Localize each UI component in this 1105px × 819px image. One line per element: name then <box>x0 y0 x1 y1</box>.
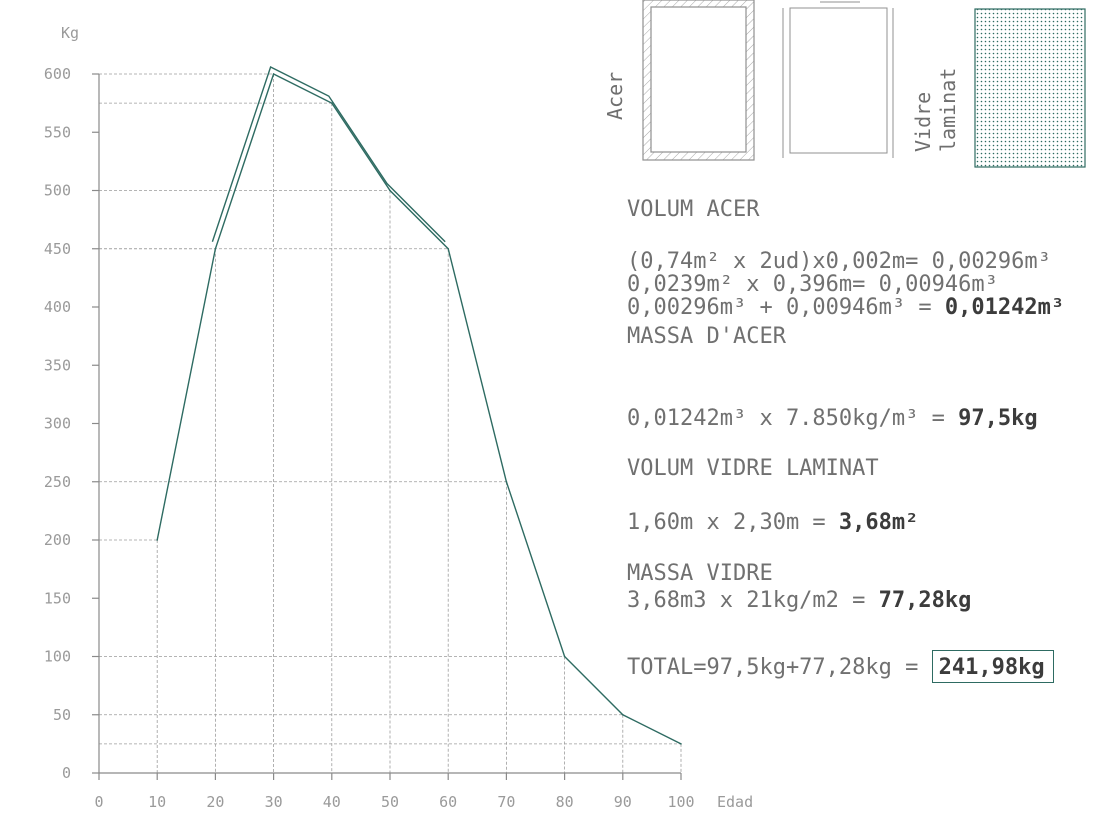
data-point <box>389 189 391 192</box>
volum-acer-line1: (0,74m² x 2ud)x0,002m= 0,00296m³ <box>627 249 1051 274</box>
data-point <box>622 713 624 716</box>
data-point <box>680 743 682 745</box>
volum-vidre-line: 1,60m x 2,30m = 3,68m² <box>627 510 919 535</box>
massa-vidre-line: 3,68m3 x 21kg/m2 = 77,28kg <box>627 588 972 613</box>
x-tick-label: 20 <box>206 793 224 811</box>
glass-label-line1: Vidre <box>911 91 935 152</box>
volum-vidre-prefix: 1,60m x 2,30m = <box>627 510 839 535</box>
grid-lines <box>99 73 682 773</box>
total-result-box: 241,98kg <box>931 650 1054 683</box>
x-tick-label: 80 <box>556 793 574 811</box>
series-layer <box>156 66 682 745</box>
data-point <box>447 247 450 250</box>
massa-acer-line: 0,01242m³ x 7.850kg/m³ = 97,5kg <box>627 406 1038 431</box>
y-axis-label: Kg <box>61 24 79 42</box>
y-tick-label: 400 <box>44 298 71 316</box>
volum-acer-line2: 0,0239m² x 0,396m= 0,00946m³ <box>627 272 998 297</box>
data-point <box>156 539 158 541</box>
volum-vidre-result: 3,68m² <box>838 510 919 535</box>
total-line: TOTAL=97,5kg+77,28kg = 241,98kg <box>627 650 1054 683</box>
series-offset-line <box>211 66 446 243</box>
x-tick-label: 0 <box>94 793 103 811</box>
x-tick-label: 100 <box>667 793 694 811</box>
volum-acer-result: 0,01242m³ <box>944 295 1065 320</box>
steel-label: Acer <box>603 71 627 120</box>
massa-acer-title: MASSA D'ACER <box>627 324 786 349</box>
x-tick-label: 70 <box>497 793 515 811</box>
x-tick-label: 40 <box>323 793 341 811</box>
y-tick-label: 550 <box>44 123 71 141</box>
massa-vidre-title: MASSA VIDRE <box>627 561 773 586</box>
cross-section-diagram <box>642 0 1086 168</box>
volum-acer-title: VOLUM ACER <box>627 197 760 222</box>
y-tick-label: 500 <box>44 182 71 200</box>
x-tick-label: 50 <box>381 793 399 811</box>
y-tick-label: 50 <box>53 706 71 724</box>
data-point <box>214 247 217 250</box>
massa-acer-prefix: 0,01242m³ x 7.850kg/m³ = <box>627 406 959 431</box>
glass-pane-section <box>789 7 888 154</box>
y-tick-label: 450 <box>44 240 71 258</box>
massa-acer-result: 97,5kg <box>958 406 1038 431</box>
laminated-glass-section <box>974 8 1086 168</box>
volum-acer-line3-prefix: 0,00296m³ + 0,00946m³ = <box>627 295 945 320</box>
data-point <box>331 102 333 104</box>
total-prefix: TOTAL=97,5kg+77,28kg = <box>627 655 932 680</box>
y-tick-label: 250 <box>44 473 71 491</box>
y-tick-label: 200 <box>44 531 71 549</box>
x-tick-label: 30 <box>265 793 283 811</box>
y-tick-label: 150 <box>44 589 71 607</box>
y-tick-label: 0 <box>62 764 71 782</box>
axes: 0 50 100 150 200 250 300 350 400 450 500 550 600 0 10 2… <box>44 24 753 811</box>
massa-vidre-prefix: 3,68m3 x 21kg/m2 = <box>627 588 879 613</box>
x-tick-label: 90 <box>614 793 632 811</box>
series-line <box>156 73 682 745</box>
volum-vidre-title: VOLUM VIDRE LAMINAT <box>627 456 879 481</box>
x-tick-label: 60 <box>439 793 457 811</box>
y-tick-label: 300 <box>44 415 71 433</box>
steel-frame-hollow <box>650 6 747 153</box>
data-point <box>563 655 566 658</box>
x-axis-label: Edad <box>717 793 753 811</box>
y-tick-label: 350 <box>44 356 71 374</box>
data-point <box>505 480 508 483</box>
x-tick-label: 10 <box>148 793 166 811</box>
glass-label-line2: laminat <box>936 67 960 152</box>
y-tick-label: 600 <box>44 65 71 83</box>
y-tick-label: 100 <box>44 648 71 666</box>
data-point <box>272 73 275 75</box>
massa-vidre-result: 77,28kg <box>878 588 972 613</box>
volum-acer-line3: 0,00296m³ + 0,00946m³ = 0,01242m³ <box>627 295 1065 320</box>
total-result: 241,98kg <box>938 655 1045 680</box>
